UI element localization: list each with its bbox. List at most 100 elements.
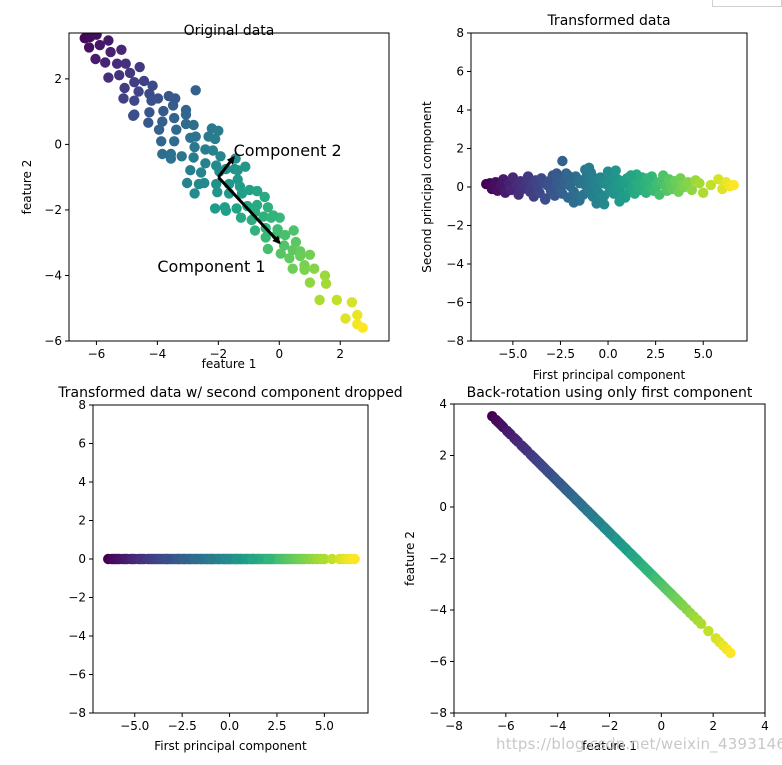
data-point [560,483,571,495]
x-tick-label: 2.5 [267,719,286,733]
data-point [349,553,360,565]
data-point [568,197,579,208]
chart-panel-2: −5.0 −2.5 0.0 2.5 5.0 −8 −6 −4 −2 0 2 4 6 8 Transforme… [420,13,748,382]
data-point [309,263,320,274]
data-point [105,46,116,58]
data-point [180,109,192,120]
data-point [211,178,222,190]
data-point [178,553,190,565]
data-point [698,187,709,198]
data-point [143,117,154,128]
y-tick-label: −6 [446,296,464,310]
data-point [152,93,164,104]
data-point [290,236,302,248]
data-point [94,39,106,51]
data-point [626,549,637,560]
data-point [295,250,306,262]
data-point [209,203,221,214]
x-tick-label: 2 [336,347,344,361]
axes-frame [453,403,766,714]
data-point [129,77,140,88]
data-point [249,225,261,236]
data-point [138,75,150,87]
axes-frame [68,32,390,342]
data-point [100,57,111,68]
x-tick-label: −4 [149,347,167,361]
data-point [705,179,716,191]
data-point [278,240,290,251]
y-tick-label: −6 [68,668,86,682]
data-point [157,116,168,127]
data-point [287,263,298,274]
data-point [231,203,242,214]
x-tick-label: −2.5 [168,719,197,733]
chart-title: Transformed data w/ second component dro… [57,385,402,401]
data-point [170,93,181,104]
x-tick-label: 0 [658,719,666,733]
data-point [304,277,316,288]
data-point [268,210,279,221]
data-point [120,58,131,69]
y-tick-label: −4 [429,603,447,617]
x-tick-label: 0.0 [599,347,618,361]
y-tick-label: −2 [44,203,62,217]
data-point [207,145,219,156]
data-point [205,553,216,565]
data-point [156,136,167,147]
data-point [200,158,211,169]
data-point [319,270,331,281]
chart-title: Back-rotation using only first component [467,385,753,401]
y-tick-label: 0 [439,500,447,514]
data-point [119,82,130,94]
chart-title: Original data [184,23,275,39]
data-point [340,313,351,324]
data-point [299,264,310,275]
x-axis-label: feature 1 [202,357,257,371]
y-axis-label: feature 2 [20,160,34,215]
data-point [147,80,158,91]
y-tick-label: 6 [78,437,86,451]
data-point [91,33,102,40]
data-point [695,618,707,629]
y-tick-label: 0 [78,552,86,566]
data-point [593,516,604,527]
y-tick-label: −2 [429,552,447,566]
y-tick-label: −4 [446,257,464,271]
x-axis-label: First principal component [533,368,686,382]
data-point [153,124,165,135]
data-point [190,553,201,565]
scatter-points [487,411,736,659]
data-point [728,179,739,191]
data-point [725,647,736,659]
data-point [111,58,123,69]
data-point [583,162,595,173]
data-point [599,199,610,210]
data-point [543,467,555,478]
data-point [602,166,614,177]
data-point [128,110,139,122]
data-point [642,173,654,184]
y-tick-label: 2 [54,72,62,86]
data-point [185,165,196,176]
scatter-points [481,155,739,210]
data-point [190,85,201,96]
x-tick-label: −2.5 [546,347,575,361]
x-tick-label: 2.5 [646,347,665,361]
data-point [235,212,247,223]
data-point [129,95,140,106]
y-tick-label: 6 [456,65,464,79]
watermark-text: https://blog.csdn.net/weixin_43931465 [496,735,782,753]
data-point [264,553,275,565]
y-axis-label: Second principal component [420,101,434,273]
data-point [176,151,187,162]
x-tick-label: −5.0 [120,719,149,733]
data-point [284,253,295,264]
component-2-arrow [217,155,235,179]
data-point [591,198,602,209]
chart-panel-3: −5.0 −2.5 0.0 2.5 5.0 −8 −6 −4 −2 0 2 4 6 8Transforme… [57,385,402,753]
y-tick-label: −2 [68,591,86,605]
y-tick-label: −8 [68,706,86,720]
x-tick-label: −8 [445,719,463,733]
y-tick-label: 2 [78,514,86,528]
component-1-arrow [217,176,281,245]
